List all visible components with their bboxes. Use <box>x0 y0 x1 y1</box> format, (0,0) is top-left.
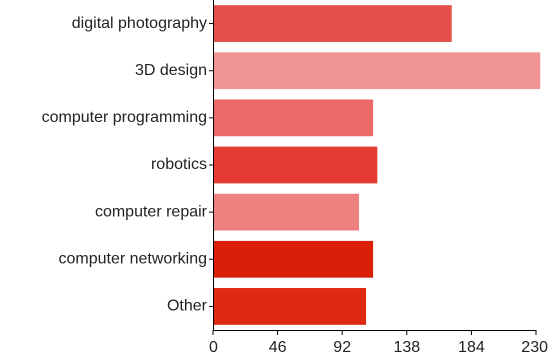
category-label-robotics: robotics <box>151 156 207 173</box>
category-label-computer-repair: computer repair <box>95 203 208 220</box>
x-tick-label: 230 <box>521 339 548 356</box>
category-label-other: Other <box>167 298 208 315</box>
bar-digital-photography <box>213 5 452 42</box>
category-label-computer-programming: computer programming <box>42 109 207 126</box>
category-labels: digital photography 3D design computer pro… <box>42 15 213 315</box>
x-tick-label: 138 <box>393 339 420 356</box>
category-label-computer-networking: computer networking <box>58 251 207 268</box>
bar-computer-repair <box>213 193 360 231</box>
category-label-digital-photography: digital photography <box>72 15 207 32</box>
x-tick-label: 92 <box>333 339 351 356</box>
bar-computer-networking <box>213 240 374 278</box>
x-tick-label: 184 <box>458 339 485 356</box>
x-tick-label: 0 <box>209 339 218 356</box>
bar-robotics <box>213 146 378 184</box>
x-tick-label: 46 <box>269 339 287 356</box>
bar-computer-programming <box>213 99 374 137</box>
category-label-3d-design: 3D design <box>135 62 207 79</box>
x-axis-ticks: 0 46 92 138 184 230 <box>209 330 548 356</box>
bars-group <box>213 5 541 325</box>
bar-3d-design <box>213 52 541 90</box>
bar-other <box>213 288 367 325</box>
